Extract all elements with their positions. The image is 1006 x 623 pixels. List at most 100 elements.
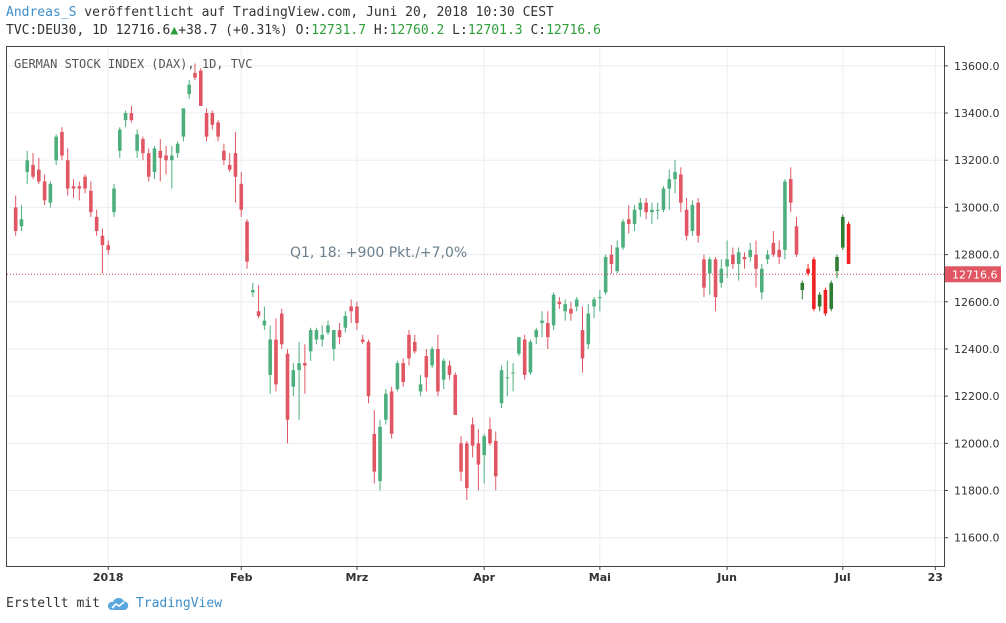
candle-down: [158, 139, 163, 182]
candle-up: [638, 197, 643, 217]
y-tick-label: 13200.0: [954, 154, 1000, 167]
candle-down: [274, 318, 278, 392]
candle-down: [488, 417, 492, 446]
chart-header: Andreas_S veröffentlicht auf TradingView…: [6, 4, 1006, 40]
candle-down: [389, 386, 394, 439]
candle-up: [418, 374, 423, 397]
candle-body: [285, 353, 290, 420]
candle-body: [754, 254, 758, 269]
candle-body: [89, 190, 93, 213]
candle-body: [453, 374, 458, 416]
candle-body: [644, 202, 648, 213]
y-tick-label: 12600.0: [954, 296, 1000, 309]
current-price-label: 12716.6: [952, 268, 998, 281]
chart-title: GERMAN STOCK INDEX (DAX), 1D, TVC: [14, 57, 252, 71]
candle-body: [37, 169, 41, 182]
candle-body: [615, 247, 619, 272]
candle-body: [574, 299, 579, 307]
candle-body: [25, 160, 30, 173]
candle-body: [551, 294, 556, 326]
candle-down: [141, 136, 145, 161]
candle-body: [418, 384, 423, 392]
candle-down: [465, 440, 469, 500]
tradingview-brand[interactable]: TradingView: [106, 596, 222, 611]
candle-body: [100, 235, 105, 246]
candle-up: [528, 339, 533, 375]
candle-up: [320, 325, 325, 347]
candle-body: [360, 339, 365, 342]
candle-body: [239, 183, 244, 210]
tradingview-label: TradingView: [135, 596, 223, 611]
candle-body: [557, 301, 562, 305]
candle-up: [314, 327, 319, 345]
candle-up: [291, 363, 296, 397]
candle-body: [667, 179, 672, 189]
candle-up: [262, 306, 267, 331]
author-link[interactable]: Andreas_S: [6, 5, 77, 20]
candle-body: [655, 209, 660, 211]
candle-body: [812, 259, 816, 309]
candle-down: [794, 216, 799, 257]
candle-up: [170, 146, 174, 189]
candle-down: [216, 120, 220, 142]
candle-body: [447, 365, 452, 375]
candle-body: [401, 363, 405, 382]
candle-body: [505, 377, 510, 379]
candle-body: [366, 341, 371, 397]
candle-up: [117, 127, 122, 158]
candle-body: [459, 443, 463, 472]
candle-up: [181, 108, 186, 142]
last-price: 12716.6: [115, 23, 171, 38]
low-value: 12701.3: [467, 23, 523, 38]
candle-up: [667, 169, 672, 210]
candle-down: [470, 417, 475, 458]
candle-body: [800, 282, 805, 290]
up-arrow-icon: ▲: [170, 23, 179, 38]
candle-down: [557, 297, 562, 309]
candle-up: [534, 327, 539, 345]
candle-body: [511, 372, 515, 374]
candle-body: [349, 306, 353, 312]
candle-body: [297, 363, 301, 371]
candle-down: [89, 181, 93, 217]
candle-body: [569, 308, 573, 314]
candle-body: [679, 174, 683, 203]
candle-body: [60, 131, 64, 156]
candle-body: [719, 268, 724, 283]
candle-body: [395, 363, 400, 390]
candle-body: [563, 304, 567, 312]
candle-up: [384, 389, 388, 425]
candle-body: [71, 186, 76, 189]
candle-up: [632, 205, 637, 232]
candle-down: [424, 348, 429, 392]
created-with-text: Erstellt mit: [6, 596, 100, 611]
candle-body: [146, 153, 151, 177]
y-tick-label: 12800.0: [954, 249, 1000, 262]
candle-down: [227, 153, 232, 173]
candle-body: [760, 268, 764, 293]
candle-down: [679, 167, 683, 213]
candle-up: [829, 280, 834, 312]
candle-down: [198, 68, 203, 106]
candle-up: [332, 330, 336, 361]
header-row-ohlc: TVC:DEU30, 1D 12716.6▲+38.7 (+0.31%) O:1…: [6, 22, 1006, 40]
candle-down: [522, 334, 527, 380]
candle-body: [187, 84, 191, 95]
candle-body: [522, 339, 527, 375]
candle-body: [482, 436, 486, 456]
candle-down: [233, 131, 238, 203]
current-price-badge: [945, 266, 1001, 283]
candle-body: [765, 254, 770, 260]
candle-body: [256, 311, 261, 316]
candle-down: [412, 334, 417, 354]
candle-body: [806, 268, 810, 274]
candlestick-chart[interactable]: 11600.0 11800.0 12000.0 12200.0 12400.0 12600…: [0, 0, 1006, 590]
candle-body: [216, 122, 220, 137]
candle-down: [210, 110, 215, 130]
candle-up: [112, 183, 116, 217]
candle-down: [436, 334, 440, 397]
candle-down: [846, 221, 851, 265]
candle-up: [783, 179, 787, 260]
candle-up: [251, 282, 255, 298]
candle-body: [650, 209, 654, 213]
